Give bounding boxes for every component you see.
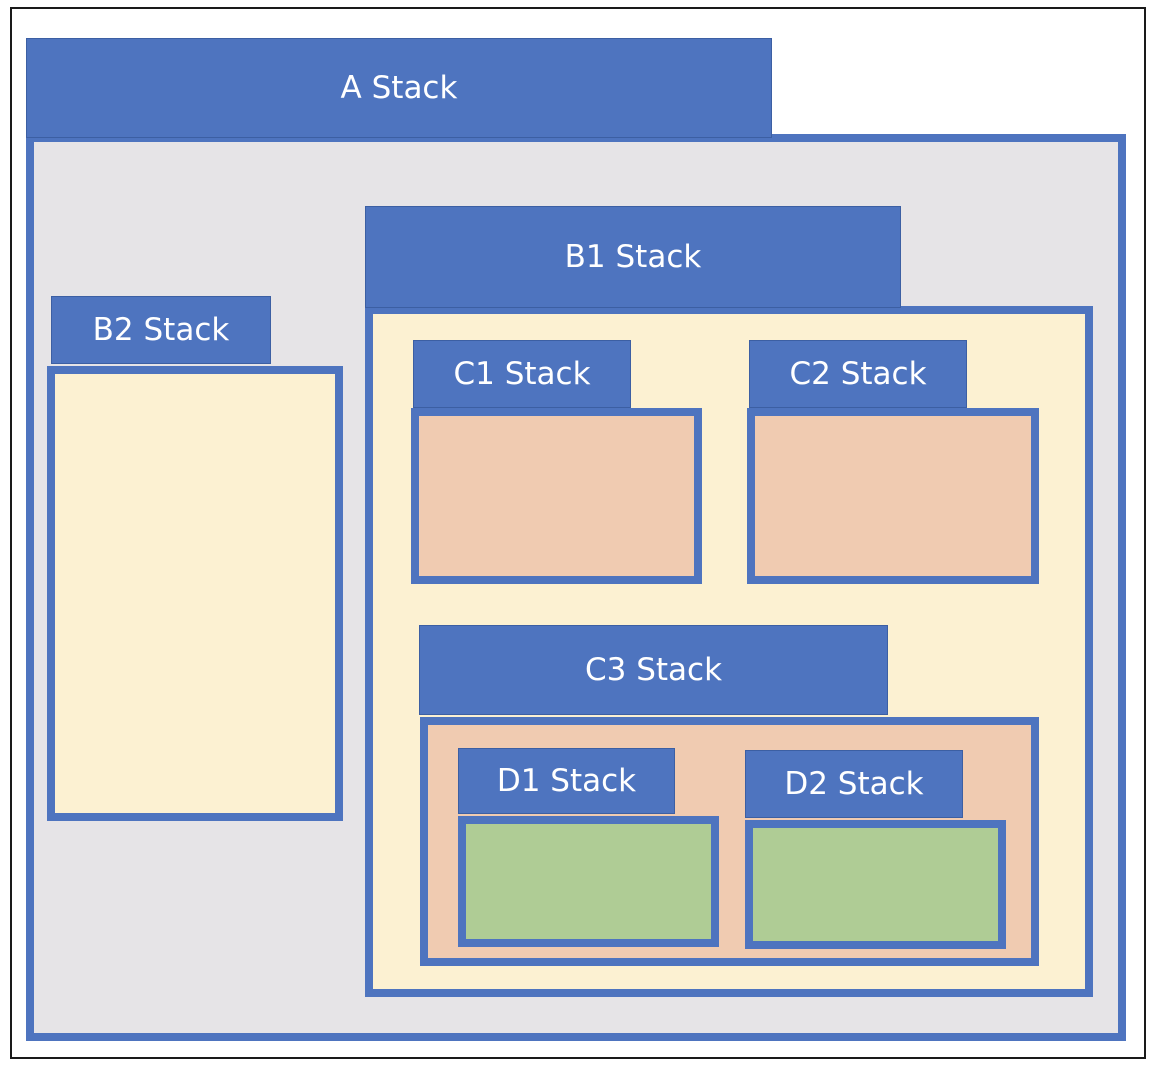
d2-stack-label: D2 Stack [784,766,924,802]
c2-stack-header: C2 Stack [749,340,967,408]
d1-stack-label: D1 Stack [496,763,637,799]
b2-stack-label: B2 Stack [92,312,230,348]
c1-stack-label: C1 Stack [453,356,591,392]
c1-stack-body [411,408,702,584]
a-stack-label: A Stack [340,70,458,106]
b1-stack-label: B1 Stack [564,239,702,275]
d1-stack-header: D1 Stack [458,748,675,814]
c3-stack-label: C3 Stack [584,652,723,688]
d2-stack-body [745,820,1006,949]
c3-stack-header: C3 Stack [419,625,888,715]
c2-stack-body [747,408,1039,584]
b1-stack-header: B1 Stack [365,206,901,308]
a-stack-header: A Stack [26,38,772,138]
c1-stack-header: C1 Stack [413,340,631,408]
c2-stack-label: C2 Stack [789,356,927,392]
d1-stack-body [458,816,719,947]
b2-stack-body [47,366,343,821]
d2-stack-header: D2 Stack [745,750,963,818]
b2-stack-header: B2 Stack [51,296,271,364]
